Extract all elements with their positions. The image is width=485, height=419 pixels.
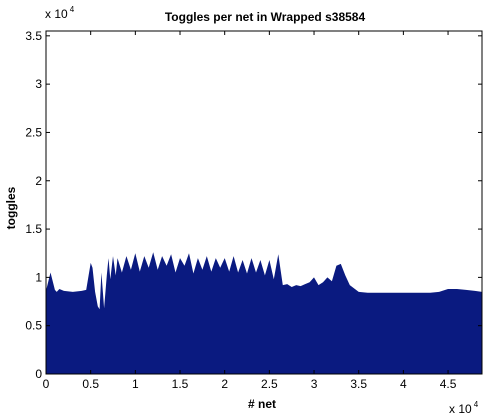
x-axis-ticks: 0 0.5 1 1.5 2 2.5 3 3.5 4 4.5 xyxy=(43,31,457,391)
x-multiplier-base: x 10 xyxy=(449,402,472,416)
y-axis-label: toggles xyxy=(4,186,18,229)
x-multiplier: x 10 4 xyxy=(449,400,479,416)
y-tick-label: 0.5 xyxy=(25,319,42,333)
data-area xyxy=(46,252,482,374)
plot-frame xyxy=(45,30,483,375)
y-tick-label: 1 xyxy=(35,270,42,284)
x-tick-label: 3.5 xyxy=(350,377,367,391)
y-tick-label: 1.5 xyxy=(25,222,42,236)
y-axis-ticks: 0 0.5 1 1.5 2 2.5 3 3.5 xyxy=(25,29,482,381)
x-tick-label: 0.5 xyxy=(82,377,99,391)
x-tick-label: 0 xyxy=(43,377,50,391)
y-tick-label: 0 xyxy=(35,367,42,381)
y-multiplier: x 10 4 xyxy=(45,5,75,21)
y-tick-label: 3.5 xyxy=(25,29,42,43)
chart-title: Toggles per net in Wrapped s38584 xyxy=(165,10,366,24)
x-tick-label: 2 xyxy=(221,377,228,391)
x-tick-label: 1.5 xyxy=(172,377,189,391)
x-tick-label: 4.5 xyxy=(440,377,457,391)
y-multiplier-exp: 4 xyxy=(70,5,75,14)
y-tick-label: 2 xyxy=(35,174,42,188)
x-axis-label: # net xyxy=(248,397,276,411)
x-tick-label: 1 xyxy=(132,377,139,391)
plot-area: 0 0.5 1 1.5 2 2.5 3 3.5 0 0.5 1 1.5 2 2.5 3 3.5 4 4.5 xyxy=(25,29,483,391)
x-tick-label: 2.5 xyxy=(261,377,278,391)
y-multiplier-base: x 10 xyxy=(45,7,68,21)
x-tick-label: 4 xyxy=(400,377,407,391)
x-tick-label: 3 xyxy=(311,377,318,391)
x-multiplier-exp: 4 xyxy=(474,400,479,409)
y-tick-label: 3 xyxy=(35,77,42,91)
y-tick-label: 2.5 xyxy=(25,125,42,139)
